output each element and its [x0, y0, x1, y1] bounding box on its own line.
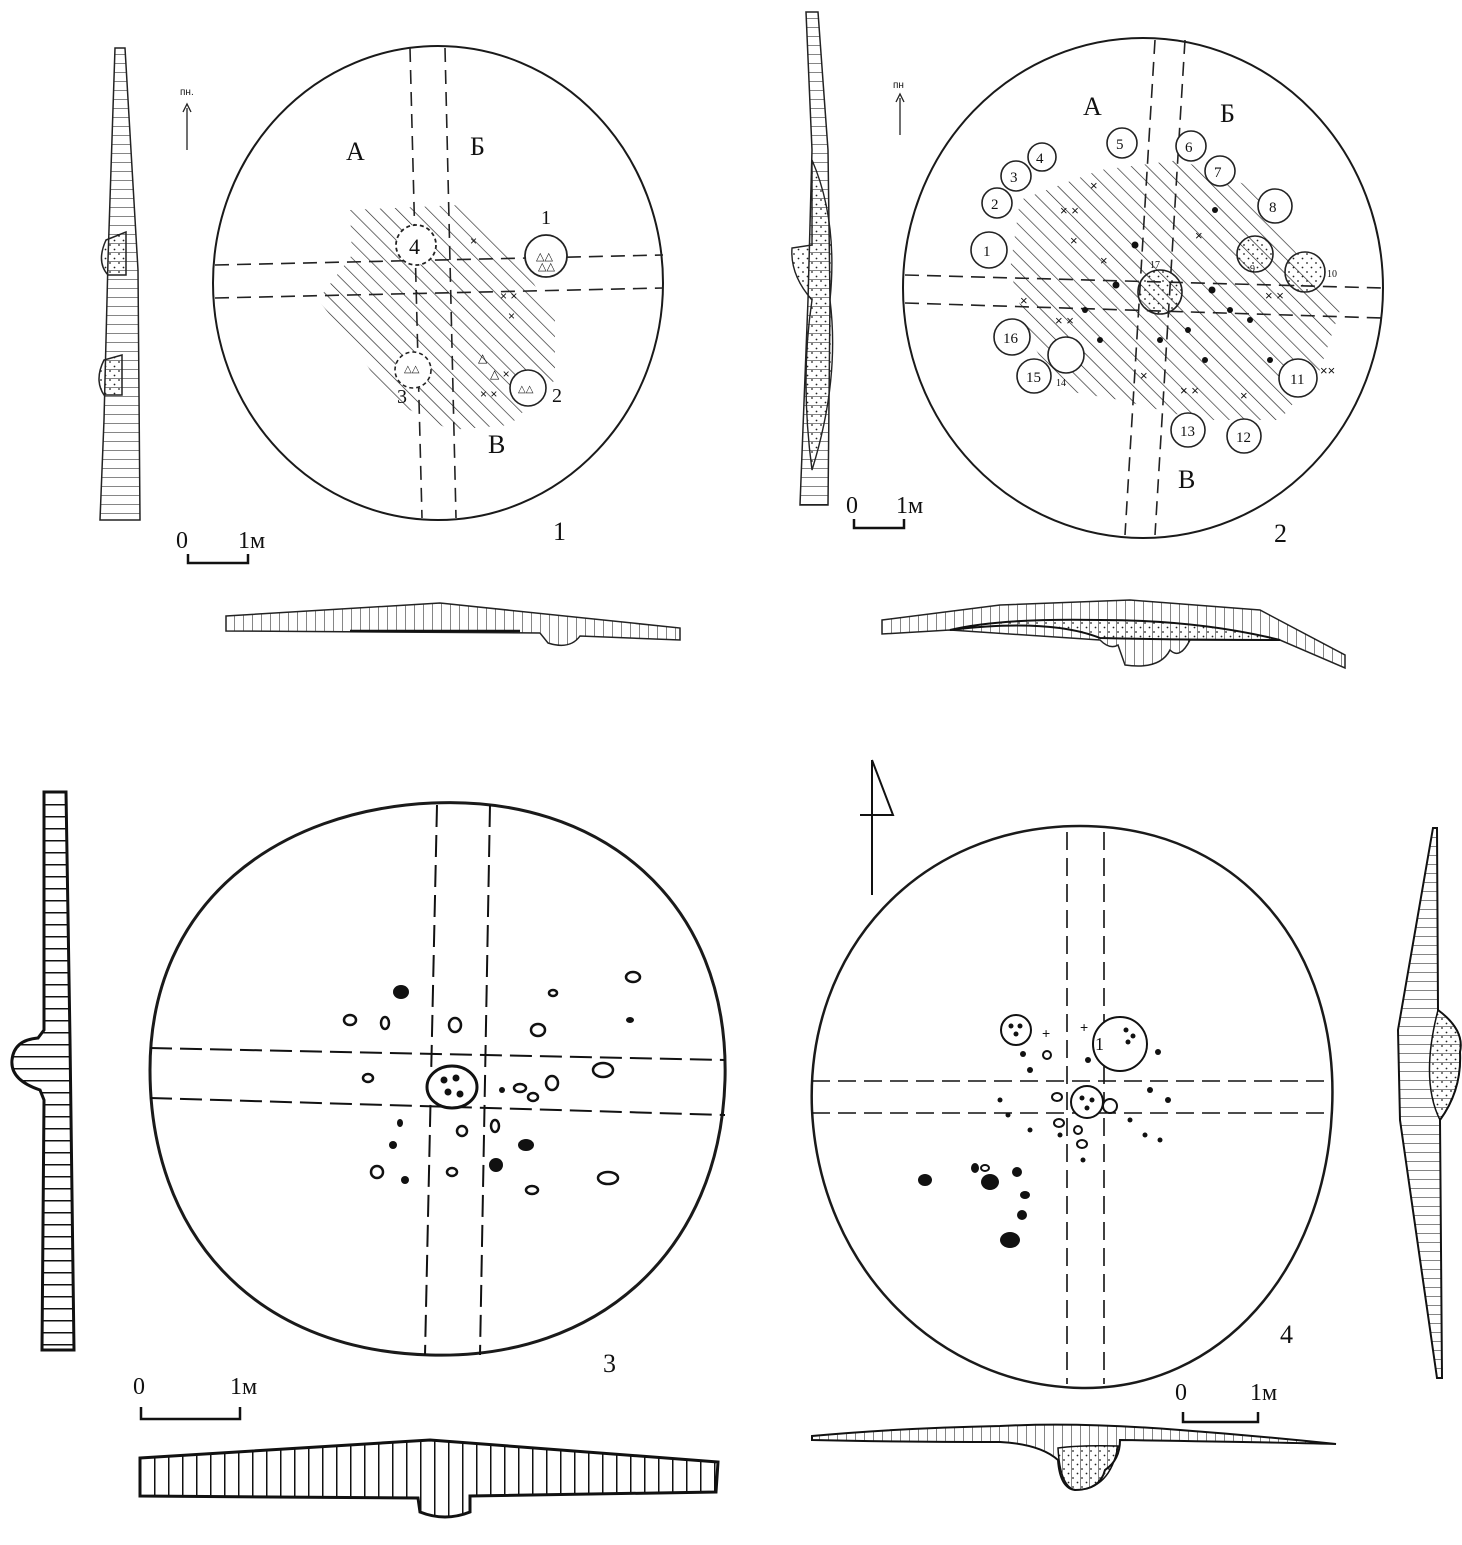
figure-1-sector-v: В — [488, 430, 505, 459]
svg-text:+: + — [1080, 1019, 1088, 1035]
svg-text:××: ×× — [1320, 363, 1335, 378]
figure-2-north-label: пн — [893, 80, 904, 91]
figure-2-pit-3: 3 — [1010, 170, 1018, 186]
svg-text:0: 0 — [846, 493, 858, 519]
figure-1-south-profile — [225, 602, 681, 647]
figure-2-pit-6: 6 — [1185, 140, 1193, 156]
figure-1-west-profile — [99, 47, 141, 521]
figure-4: 1 + + 4 0 1м — [810, 759, 1462, 1492]
figure-3-west-profile — [10, 790, 76, 1352]
svg-text:△△: △△ — [536, 251, 553, 263]
svg-text:× ×: × × — [1180, 383, 1199, 398]
figure-2-pit-4: 4 — [1036, 151, 1044, 167]
figure-1-feature-3: 3 — [397, 386, 407, 408]
svg-text:1м: 1м — [238, 528, 265, 554]
figure-2-pit-9: 9 — [1250, 264, 1255, 275]
svg-text:×: × — [1020, 293, 1028, 308]
figure-2-pit-17: 17 — [1150, 260, 1160, 271]
svg-text:0: 0 — [133, 1374, 145, 1400]
figure-1-north-label: пн. — [180, 87, 194, 98]
figure-2-sector-b: Б — [1220, 99, 1235, 128]
svg-text:× ×: × × — [1055, 313, 1074, 328]
figure-2-pit-10: 10 — [1327, 269, 1337, 280]
svg-text:△△: △△ — [518, 384, 534, 395]
svg-text:1м: 1м — [1250, 1380, 1277, 1406]
figure-3-plan-circle — [148, 801, 727, 1357]
svg-text:0: 0 — [176, 528, 188, 554]
figure-2-pit-2: 2 — [991, 197, 999, 213]
figure-2-pit-13: 13 — [1180, 424, 1195, 440]
svg-text:△: △ — [478, 351, 488, 365]
svg-text:×: × — [1240, 388, 1248, 403]
figure-2-pit-1: 1 — [983, 244, 991, 260]
svg-text:×: × — [1100, 253, 1108, 268]
figure-1-feature-4: 4 — [409, 234, 420, 259]
figure-2-sector-a: А — [1083, 92, 1102, 121]
figure-3-south-profile — [138, 1438, 720, 1519]
svg-text:× ×: × × — [1060, 203, 1079, 218]
svg-text:×: × — [1070, 233, 1078, 248]
figure-2-pit-7: 7 — [1214, 165, 1222, 181]
figure-1-number: 1 — [553, 517, 566, 546]
figure-2-pit-12: 12 — [1236, 430, 1251, 446]
figure-2-sector-v: В — [1178, 465, 1195, 494]
svg-text:×: × — [470, 234, 477, 248]
figure-1-plan-circle — [212, 45, 664, 521]
svg-text:△△: △△ — [538, 261, 555, 273]
figure-3-scale-bar: 0 1м — [133, 1374, 257, 1421]
svg-text:× ×: × × — [480, 387, 497, 401]
svg-text:1м: 1м — [230, 1374, 257, 1400]
figure-1-sector-a: А — [346, 137, 365, 166]
figure-2-scale-bar: 0 1м — [846, 493, 923, 530]
figure-4-east-profile — [1396, 827, 1462, 1379]
north-flag-icon — [871, 759, 895, 895]
figure-1-scale-bar: 0 1м — [176, 528, 265, 565]
figure-2: пн — [791, 11, 1384, 670]
figure-2-pit-15: 15 — [1026, 370, 1041, 386]
figure-3: 3 0 1м — [10, 790, 727, 1519]
figure-1: пн. 4 △△ △△ 1 △△ 3 △△ 2 △△ × × × × × × × А — [98, 45, 681, 647]
svg-text:△△: △△ — [404, 364, 420, 375]
figure-4-pit-1: 1 — [1095, 1034, 1104, 1054]
svg-text:×: × — [1140, 368, 1148, 383]
svg-text:× ×: × × — [1265, 288, 1284, 303]
figure-4-plan-circle — [810, 824, 1334, 1390]
svg-text:×: × — [1090, 178, 1098, 193]
figure-3-number: 3 — [603, 1349, 616, 1378]
figure-2-plan-circle — [902, 37, 1384, 539]
figure-1-sector-b: Б — [470, 132, 485, 161]
svg-text:×: × — [508, 309, 515, 323]
figure-2-pit-8: 8 — [1269, 200, 1277, 216]
svg-text:1м: 1м — [896, 493, 923, 519]
svg-text:×: × — [1195, 228, 1203, 243]
figure-2-pit-11: 11 — [1290, 372, 1304, 388]
figure-2-pit-5: 5 — [1116, 137, 1124, 153]
figure-4-scale-bar: 0 1м — [1175, 1380, 1277, 1424]
figure-1-feature-1: 1 — [541, 207, 551, 229]
figure-2-pit-14: 14 — [1056, 378, 1066, 389]
svg-text:+: + — [1042, 1025, 1050, 1041]
figure-2-pit-16: 16 — [1003, 331, 1019, 347]
svg-text:× ×: × × — [500, 289, 517, 303]
figure-1-feature-2: 2 — [552, 385, 562, 407]
figure-4-number: 4 — [1280, 1320, 1293, 1349]
figure-2-number: 2 — [1274, 519, 1287, 548]
svg-text:△ ×: △ × — [490, 367, 510, 381]
svg-text:0: 0 — [1175, 1380, 1187, 1406]
